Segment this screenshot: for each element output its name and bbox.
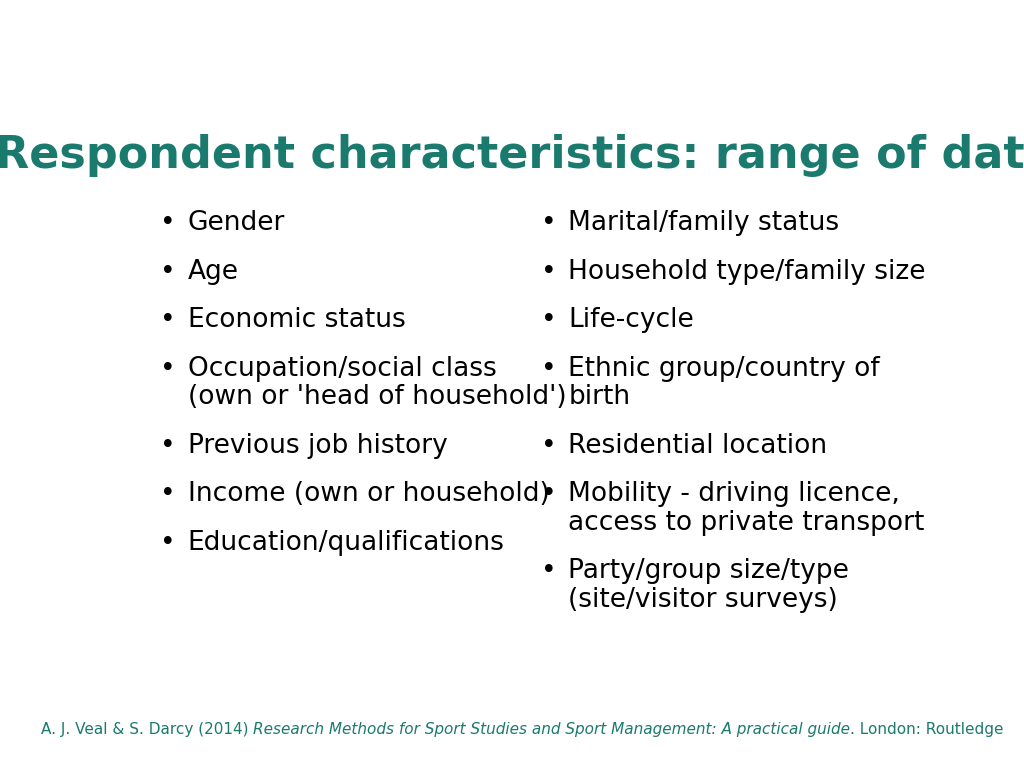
Text: Life-cycle: Life-cycle [568, 307, 694, 333]
Text: . London: Routledge: . London: Routledge [850, 722, 1004, 737]
Text: •: • [541, 210, 556, 237]
Text: Ethnic group/country of: Ethnic group/country of [568, 356, 881, 382]
Text: Residential location: Residential location [568, 433, 827, 458]
Text: Household type/family size: Household type/family size [568, 259, 926, 285]
Text: Respondent characteristics: range of data: Respondent characteristics: range of dat… [0, 134, 1024, 177]
Text: Income (own or household): Income (own or household) [187, 482, 549, 508]
Text: Occupation/social class: Occupation/social class [187, 356, 497, 382]
Text: Gender: Gender [187, 210, 285, 237]
Text: •: • [160, 210, 175, 237]
Text: •: • [541, 259, 556, 285]
Text: •: • [541, 558, 556, 584]
Text: •: • [160, 259, 175, 285]
Text: •: • [160, 530, 175, 556]
Text: Marital/family status: Marital/family status [568, 210, 840, 237]
Text: Previous job history: Previous job history [187, 433, 447, 458]
Text: Party/group size/type: Party/group size/type [568, 558, 849, 584]
Text: •: • [160, 356, 175, 382]
Text: (own or 'head of household'): (own or 'head of household') [187, 384, 566, 410]
Text: Economic status: Economic status [187, 307, 406, 333]
Text: •: • [160, 433, 175, 458]
Text: Age: Age [187, 259, 239, 285]
Text: A. J. Veal & S. Darcy (2014): A. J. Veal & S. Darcy (2014) [41, 722, 253, 737]
Text: Research Methods for Sport Studies and Sport Management: A practical guide: Research Methods for Sport Studies and S… [253, 722, 850, 737]
Text: Education/qualifications: Education/qualifications [187, 530, 505, 556]
Text: •: • [541, 482, 556, 508]
Text: •: • [541, 356, 556, 382]
Text: access to private transport: access to private transport [568, 510, 925, 535]
Text: •: • [160, 307, 175, 333]
Text: •: • [160, 482, 175, 508]
Text: Mobility - driving licence,: Mobility - driving licence, [568, 482, 900, 508]
Text: birth: birth [568, 384, 631, 410]
Text: •: • [541, 307, 556, 333]
Text: (site/visitor surveys): (site/visitor surveys) [568, 587, 839, 613]
Text: •: • [541, 433, 556, 458]
